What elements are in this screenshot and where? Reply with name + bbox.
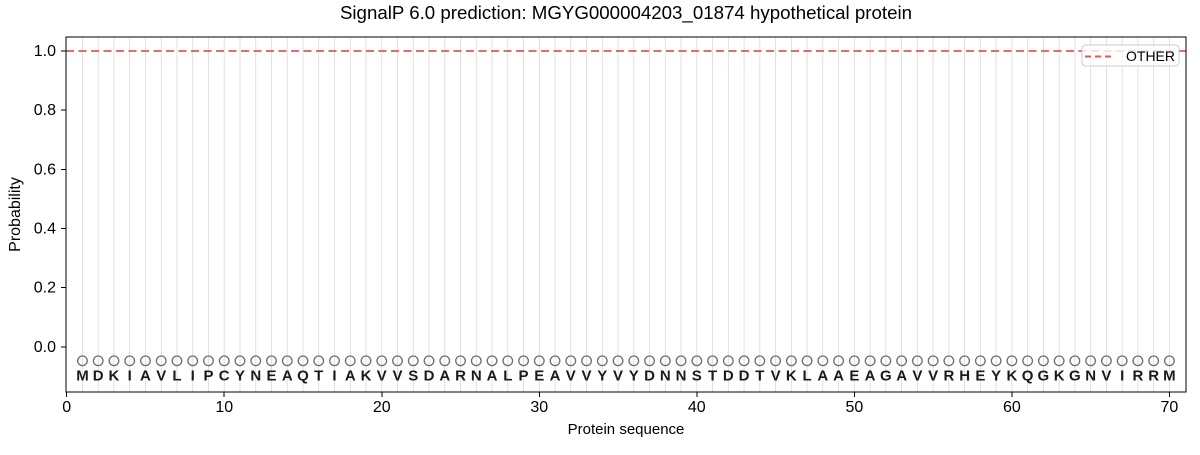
svg-text:A: A (345, 368, 356, 385)
svg-text:M: M (76, 368, 89, 385)
svg-text:A: A (896, 368, 907, 385)
svg-text:V: V (912, 368, 922, 385)
svg-text:N: N (660, 368, 671, 385)
svg-text:OTHER: OTHER (1126, 48, 1175, 64)
svg-text:A: A (140, 368, 151, 385)
svg-text:Y: Y (235, 368, 245, 385)
svg-text:L: L (172, 368, 181, 385)
svg-text:SignalP 6.0 prediction: MGYG00: SignalP 6.0 prediction: MGYG000004203_01… (340, 2, 912, 24)
svg-text:R: R (455, 368, 466, 385)
svg-text:V: V (928, 368, 938, 385)
svg-text:L: L (503, 368, 512, 385)
svg-text:E: E (975, 368, 985, 385)
svg-text:L: L (803, 368, 812, 385)
svg-text:Q: Q (297, 368, 309, 385)
svg-text:70: 70 (1161, 399, 1179, 416)
svg-text:D: D (739, 368, 750, 385)
svg-text:20: 20 (373, 399, 391, 416)
svg-text:E: E (266, 368, 276, 385)
svg-text:S: S (692, 368, 702, 385)
svg-text:N: N (250, 368, 261, 385)
svg-text:40: 40 (688, 399, 706, 416)
svg-text:10: 10 (215, 399, 233, 416)
svg-text:D: D (424, 368, 435, 385)
svg-text:K: K (1054, 368, 1065, 385)
svg-text:0.6: 0.6 (34, 161, 56, 178)
svg-text:G: G (1038, 368, 1050, 385)
svg-text:K: K (361, 368, 372, 385)
svg-text:E: E (849, 368, 859, 385)
svg-text:A: A (487, 368, 498, 385)
svg-text:I: I (191, 368, 195, 385)
svg-text:V: V (393, 368, 403, 385)
svg-text:R: R (943, 368, 954, 385)
svg-text:50: 50 (845, 399, 863, 416)
svg-text:C: C (219, 368, 230, 385)
svg-text:Y: Y (597, 368, 607, 385)
svg-text:0: 0 (62, 399, 71, 416)
svg-text:0.2: 0.2 (34, 280, 56, 297)
svg-text:T: T (314, 368, 323, 385)
svg-text:H: H (959, 368, 970, 385)
svg-text:A: A (833, 368, 844, 385)
svg-text:T: T (708, 368, 717, 385)
svg-text:Probability: Probability (7, 177, 24, 252)
svg-text:S: S (408, 368, 418, 385)
svg-text:Q: Q (1022, 368, 1034, 385)
svg-text:K: K (1006, 368, 1017, 385)
svg-text:0.0: 0.0 (34, 339, 56, 356)
svg-text:V: V (771, 368, 781, 385)
svg-text:R: R (1132, 368, 1143, 385)
svg-text:D: D (93, 368, 104, 385)
svg-text:K: K (786, 368, 797, 385)
svg-text:30: 30 (530, 399, 548, 416)
svg-text:D: D (723, 368, 734, 385)
svg-text:T: T (755, 368, 764, 385)
svg-text:D: D (644, 368, 655, 385)
svg-text:0.4: 0.4 (34, 220, 56, 237)
svg-text:V: V (566, 368, 576, 385)
svg-text:60: 60 (1003, 399, 1021, 416)
svg-text:N: N (471, 368, 482, 385)
svg-text:N: N (676, 368, 687, 385)
svg-text:I: I (1120, 368, 1124, 385)
svg-text:P: P (519, 368, 529, 385)
svg-text:Y: Y (991, 368, 1001, 385)
svg-text:E: E (534, 368, 544, 385)
svg-text:M: M (1163, 368, 1176, 385)
svg-text:G: G (880, 368, 892, 385)
svg-text:K: K (109, 368, 120, 385)
svg-text:N: N (1085, 368, 1096, 385)
svg-text:V: V (377, 368, 387, 385)
svg-text:A: A (550, 368, 561, 385)
svg-text:0.8: 0.8 (34, 102, 56, 119)
svg-text:I: I (332, 368, 336, 385)
svg-text:A: A (439, 368, 450, 385)
svg-text:P: P (203, 368, 213, 385)
svg-text:V: V (1101, 368, 1111, 385)
svg-text:V: V (156, 368, 166, 385)
svg-text:Y: Y (629, 368, 639, 385)
svg-text:V: V (613, 368, 623, 385)
svg-text:A: A (282, 368, 293, 385)
svg-text:V: V (582, 368, 592, 385)
svg-text:R: R (1148, 368, 1159, 385)
svg-text:A: A (817, 368, 828, 385)
svg-text:I: I (128, 368, 132, 385)
svg-text:Protein sequence: Protein sequence (568, 421, 685, 438)
svg-text:1.0: 1.0 (34, 43, 56, 60)
svg-text:G: G (1069, 368, 1081, 385)
svg-text:A: A (865, 368, 876, 385)
